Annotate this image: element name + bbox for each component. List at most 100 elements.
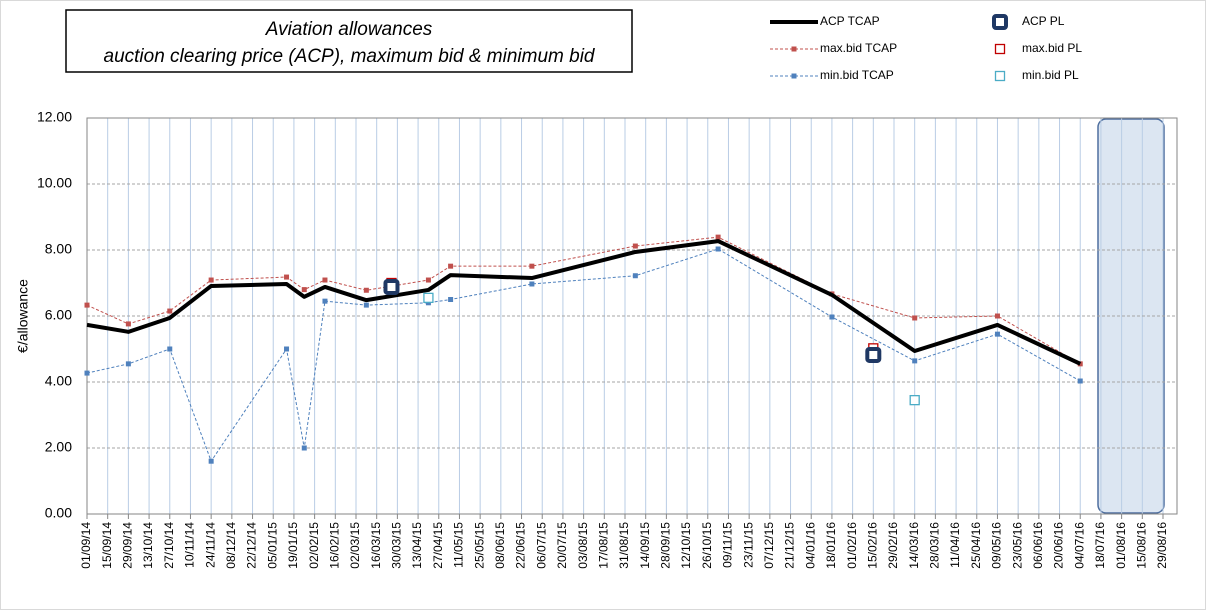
title-box: [65, 9, 633, 73]
x-tick-label: 23/05/16: [1010, 522, 1024, 569]
legend-item: min.bid TCAP: [770, 68, 894, 82]
x-tick-label: 13/10/14: [141, 522, 155, 569]
plot-border: [86, 117, 1178, 515]
marker: [84, 370, 90, 376]
marker: [865, 346, 882, 363]
x-tick-label: 04/07/16: [1072, 522, 1086, 569]
marker: [632, 273, 638, 279]
x-tick-label: 20/07/15: [555, 522, 569, 569]
marker: [715, 246, 721, 252]
x-tick-label: 29/08/16: [1155, 522, 1169, 569]
marker: [383, 278, 400, 295]
x-tick-label: 04/01/16: [803, 522, 817, 569]
x-tick-label: 19/01/15: [286, 522, 300, 569]
x-tick-label: 15/08/16: [1134, 522, 1148, 569]
legend-label: min.bid TCAP: [820, 68, 894, 82]
x-tick-label: 09/11/15: [721, 522, 735, 568]
marker: [909, 394, 920, 406]
x-tick-label: 27/04/15: [431, 522, 445, 569]
x-tick-label: 01/02/16: [845, 522, 859, 569]
marker: [994, 313, 1000, 319]
legend-marker: [791, 46, 797, 52]
legend-item: max.bid TCAP: [770, 41, 897, 55]
marker: [448, 297, 454, 302]
x-tick-label: 02/02/15: [307, 522, 321, 569]
x-tick-label: 01/08/16: [1114, 522, 1128, 569]
marker: [829, 314, 835, 320]
marker: [529, 281, 535, 287]
x-tick-label: 15/09/14: [100, 522, 114, 569]
marker: [425, 277, 431, 283]
x-tick-label: 03/08/15: [576, 522, 590, 569]
x-tick-label: 22/12/14: [245, 522, 259, 569]
legend-label: max.bid TCAP: [820, 41, 897, 55]
marker: [529, 263, 535, 269]
x-tick-label: 28/03/16: [928, 522, 942, 569]
marker: [322, 277, 328, 283]
legend-label: ACP TCAP: [820, 14, 880, 28]
y-tick-label: 2.00: [45, 439, 72, 455]
y-tick-label: 8.00: [45, 241, 72, 257]
marker: [994, 331, 1000, 337]
x-tick-label: 13/04/15: [410, 522, 424, 569]
y-tick-label: 10.00: [37, 175, 72, 191]
x-tick-label: 27/10/14: [162, 522, 176, 569]
legend-item: ACP PL: [992, 14, 1065, 30]
marker: [448, 263, 454, 269]
marker: [363, 287, 369, 293]
x-tick-label: 09/05/16: [990, 522, 1004, 569]
marker: [125, 361, 131, 367]
x-tick-label: 25/04/16: [969, 522, 983, 569]
marker: [208, 277, 214, 283]
y-axis-label: €/allowance: [15, 279, 31, 353]
chart-subtitle: auction clearing price (ACP), maximum bi…: [104, 46, 596, 67]
legend-item: max.bid PL: [994, 41, 1082, 55]
chart-title: Aviation allowances: [265, 19, 433, 40]
marker: [715, 234, 721, 240]
legend-marker: [992, 14, 1008, 30]
marker: [363, 302, 369, 308]
marker: [208, 458, 214, 464]
x-tick-label: 29/02/16: [886, 522, 900, 569]
x-tick-label: 11/04/16: [948, 522, 962, 568]
marker: [632, 243, 638, 249]
marker: [284, 274, 290, 280]
x-tick-label: 11/05/15: [452, 522, 466, 568]
legend-item: ACP TCAP: [770, 14, 880, 28]
marker: [912, 315, 918, 321]
x-tick-label: 08/06/15: [493, 522, 507, 569]
x-tick-label: 16/02/15: [327, 522, 341, 569]
legend-item: min.bid PL: [994, 68, 1079, 82]
y-tick-label: 0.00: [45, 505, 72, 521]
marker: [301, 287, 307, 293]
x-tick-label: 18/07/16: [1093, 522, 1107, 569]
x-tick-label: 02/03/15: [348, 522, 362, 569]
legend-label: ACP PL: [1022, 14, 1065, 28]
x-tick-label: 31/08/15: [617, 522, 631, 569]
x-tick-label: 06/07/15: [534, 522, 548, 569]
legend-marker: [791, 73, 797, 79]
x-tick-label: 25/05/15: [472, 522, 486, 569]
x-tick-label: 15/02/16: [865, 522, 879, 569]
marker: [167, 346, 173, 352]
legend-marker: [994, 70, 1006, 82]
marker: [84, 302, 90, 308]
marker: [322, 298, 328, 304]
marker: [301, 445, 307, 451]
marker: [1077, 378, 1083, 384]
y-tick-label: 6.00: [45, 307, 72, 323]
x-tick-label: 14/03/16: [907, 522, 921, 569]
x-tick-label: 23/11/15: [741, 522, 755, 568]
x-tick-label: 28/09/15: [659, 522, 673, 569]
x-tick-label: 05/01/15: [265, 522, 279, 569]
x-tick-label: 20/06/16: [1052, 522, 1066, 569]
x-tick-label: 08/12/14: [224, 522, 238, 569]
x-tick-label: 16/03/15: [369, 522, 383, 569]
x-tick-label: 30/03/15: [390, 522, 404, 569]
marker: [167, 308, 173, 314]
legend-label: max.bid PL: [1022, 41, 1082, 55]
y-tick-label: 4.00: [45, 373, 72, 389]
x-tick-label: 07/12/15: [762, 522, 776, 569]
legend-label: min.bid PL: [1022, 68, 1079, 82]
